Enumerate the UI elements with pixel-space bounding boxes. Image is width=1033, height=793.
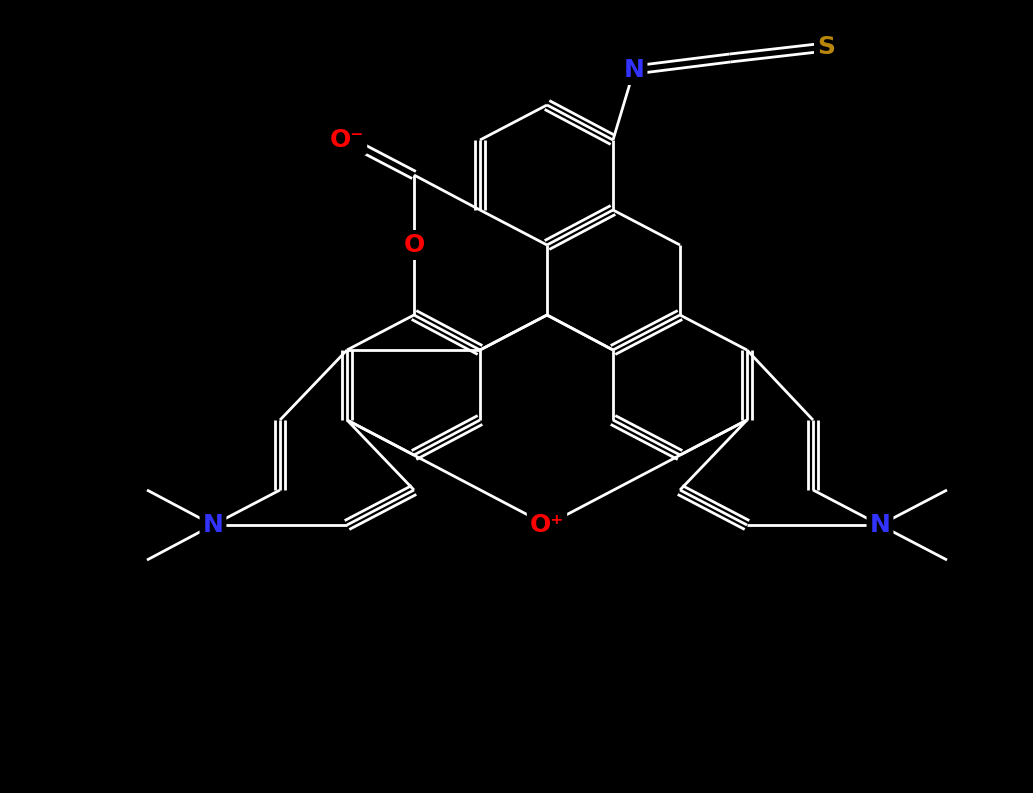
Text: S: S <box>817 35 835 59</box>
Text: O: O <box>403 233 425 257</box>
Text: N: N <box>870 513 890 537</box>
Text: O⁺: O⁺ <box>530 513 564 537</box>
Text: N: N <box>202 513 223 537</box>
Text: O⁻: O⁻ <box>330 128 365 152</box>
Text: N: N <box>624 58 645 82</box>
